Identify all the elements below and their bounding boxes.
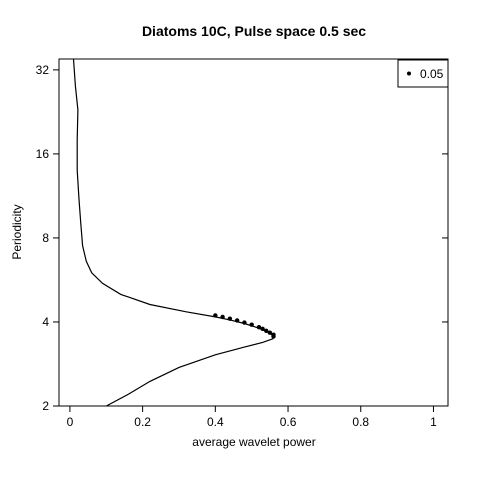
y-tick-label: 4 (42, 315, 49, 329)
significance-point (260, 326, 265, 332)
series-layer (72, 58, 276, 407)
significance-point (267, 330, 273, 335)
significance-point (227, 316, 233, 321)
significance-point (249, 322, 254, 327)
x-tick-label: 1 (430, 415, 437, 429)
x-tick-label: 0 (67, 415, 74, 429)
chart-title: Diatoms 10C, Pulse space 0.5 sec (142, 23, 366, 39)
significance-point (256, 325, 262, 330)
series-line (72, 58, 275, 407)
plot-frame (58, 58, 449, 407)
x-axis-label: average wavelet power (192, 435, 315, 449)
significance-point (220, 314, 225, 320)
x-tick-label: 0.6 (280, 415, 297, 429)
y-axis-label: Periodicity (10, 204, 24, 259)
significance-point (213, 313, 218, 318)
legend-box (397, 59, 449, 88)
x-tick-label: 0.8 (352, 415, 369, 429)
legend-entry-label: 0.05 (420, 67, 444, 81)
significance-point (271, 334, 276, 339)
x-tick-label: 0.2 (134, 415, 151, 429)
legend: 0.05 (397, 59, 449, 88)
y-tick-label: 2 (42, 399, 49, 413)
y-axis: 2 4 8 16 32 (36, 63, 448, 413)
x-axis: 0 0.2 0.4 0.6 0.8 1 (67, 406, 437, 429)
y-tick-label: 32 (36, 63, 50, 77)
significance-point (242, 320, 247, 325)
y-tick-label: 8 (42, 231, 49, 245)
significance-point (234, 318, 240, 323)
significance-point (264, 328, 269, 333)
y-tick-label: 16 (36, 147, 50, 161)
x-tick-label: 0.4 (207, 415, 224, 429)
legend-marker-dot (407, 71, 411, 76)
